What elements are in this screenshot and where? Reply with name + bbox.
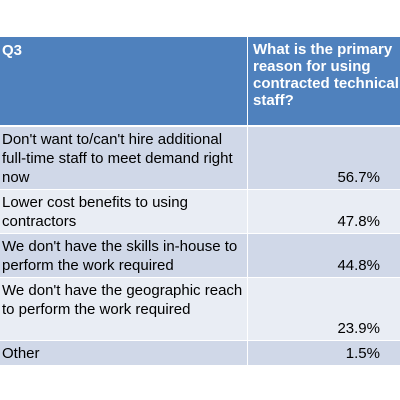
table-header: Q3 What is the primary reason for using …	[0, 37, 400, 127]
question-id: Q3	[0, 37, 248, 125]
row-value: 23.9%	[337, 320, 380, 337]
row-value: 56.7%	[337, 169, 380, 186]
row-value: 1.5%	[345, 345, 380, 362]
table-row: Don't want to/can't hire additional full…	[0, 127, 400, 190]
row-label: We don't have the geographic reach to pe…	[0, 278, 248, 340]
row-label: We don't have the skills in-house to per…	[0, 234, 248, 277]
row-value: 44.8%	[337, 257, 380, 274]
table-row: Lower cost benefits to using contractors…	[0, 190, 400, 234]
table-row: We don't have the skills in-house to per…	[0, 234, 400, 278]
question-text: What is the primary reason for using con…	[253, 41, 399, 109]
table-row: We don't have the geographic reach to pe…	[0, 278, 400, 341]
row-value: 47.8%	[337, 213, 380, 230]
row-label: Lower cost benefits to using contractors	[0, 190, 248, 233]
table-row: Other 1.5%	[0, 341, 400, 366]
row-label: Don't want to/can't hire additional full…	[0, 127, 248, 189]
survey-table: Q3 What is the primary reason for using …	[0, 37, 400, 366]
row-label: Other	[0, 341, 248, 365]
